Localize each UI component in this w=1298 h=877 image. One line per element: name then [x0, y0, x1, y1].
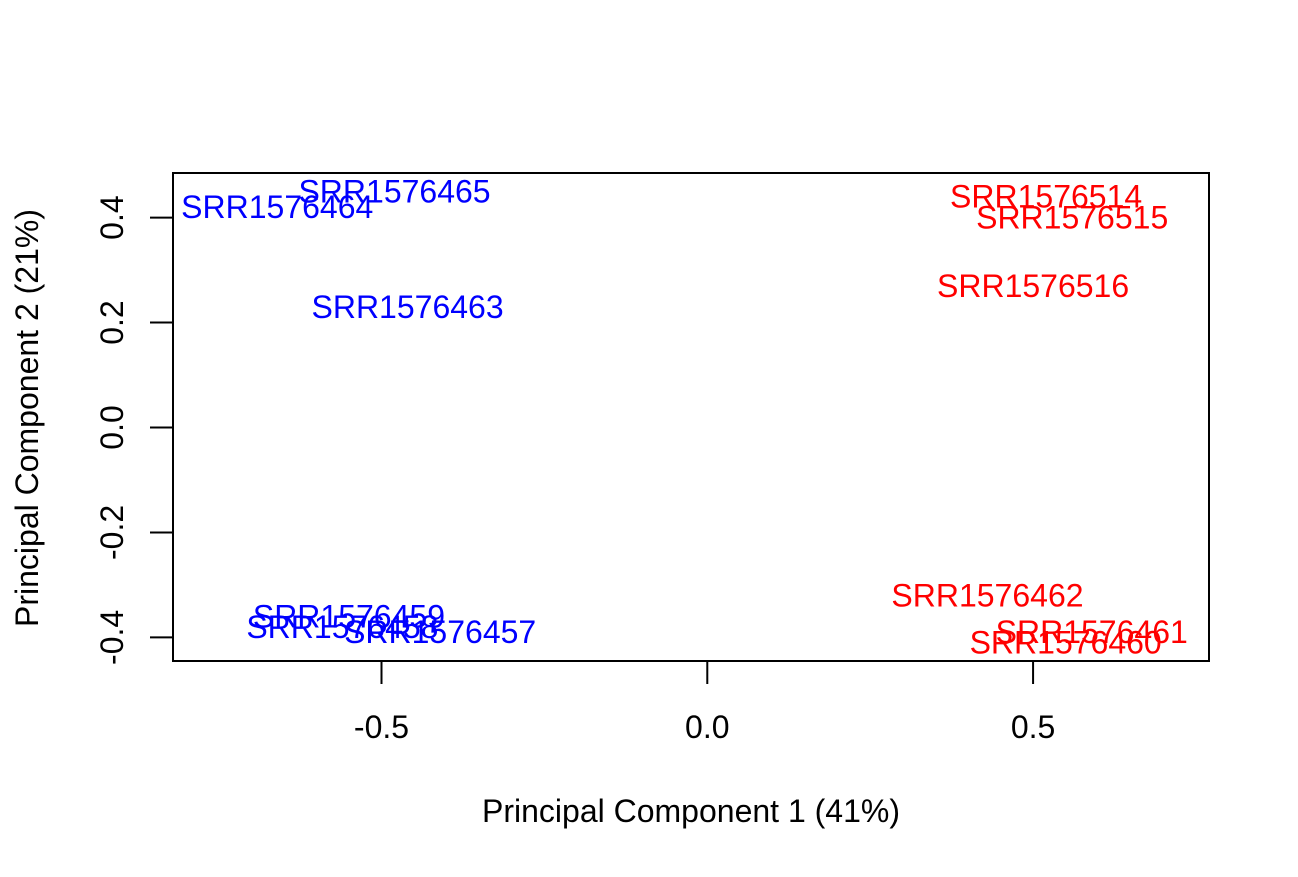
x-tick-label: 0.5	[1011, 709, 1055, 745]
x-axis-label: Principal Component 1 (41%)	[482, 793, 900, 829]
x-tick-label: 0.0	[685, 709, 729, 745]
y-tick-label: -0.2	[94, 505, 130, 560]
y-axis: -0.4 -0.2 0.0 0.2 0.4	[94, 195, 174, 665]
point-label: SRR1576465	[298, 173, 490, 209]
y-tick-label: 0.4	[94, 195, 130, 239]
point-label: SRR1576463	[311, 289, 503, 325]
x-axis: -0.5 0.0 0.5	[354, 660, 1055, 745]
point-label: SRR1576462	[891, 577, 1083, 613]
point-label: SRR1576460	[970, 625, 1162, 661]
point-label: SRR1576457	[344, 614, 536, 650]
point-label: SRR1576464	[181, 189, 373, 225]
point-label: SRR1576461	[996, 614, 1188, 650]
point-label: SRR1576514	[950, 179, 1142, 215]
y-tick-label: -0.4	[94, 610, 130, 665]
y-axis-label: Principal Component 2 (21%)	[9, 209, 45, 627]
point-label: SRR1576515	[976, 200, 1168, 236]
point-label: SRR1576516	[937, 268, 1129, 304]
point-label: SRR1576459	[253, 598, 445, 634]
y-tick-label: 0.2	[94, 300, 130, 344]
x-tick-label: -0.5	[354, 709, 409, 745]
y-tick-label: 0.0	[94, 405, 130, 449]
point-label: SRR1576458	[246, 609, 438, 645]
